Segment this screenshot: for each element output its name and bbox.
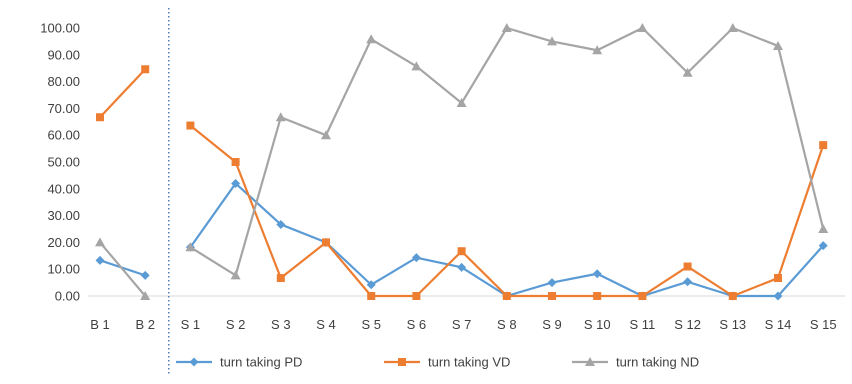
vd-point xyxy=(728,292,737,300)
x-tick-label: S 15 xyxy=(810,317,837,332)
nd-point xyxy=(637,23,648,32)
series-line-treatment xyxy=(189,124,825,298)
x-tick-label: S 1 xyxy=(181,317,201,332)
nd-point xyxy=(501,23,512,32)
legend-label: turn taking PD xyxy=(220,355,302,370)
x-tick-label: S 14 xyxy=(765,317,792,332)
legend-item-vd: turn taking VD xyxy=(384,355,510,370)
x-tick-label: S 7 xyxy=(452,317,472,332)
nd-point xyxy=(773,40,783,50)
vd-point xyxy=(548,292,556,300)
x-tick-label: S 4 xyxy=(316,317,336,332)
y-tick-label: 100.00 xyxy=(40,21,80,36)
nd-point xyxy=(547,36,557,46)
x-tick-label: S 2 xyxy=(226,317,246,332)
vd-point xyxy=(683,262,692,271)
vd-point xyxy=(367,292,376,300)
nd-point xyxy=(585,357,595,366)
series-line-baseline xyxy=(99,241,147,297)
nd-point xyxy=(366,34,377,44)
x-tick-label: S 12 xyxy=(674,317,701,332)
pd-point xyxy=(547,278,557,288)
y-axis: 0.00 10.00 20.00 30.00 40.00 50.00 60.00 70.00 8… xyxy=(40,21,80,304)
vd-point xyxy=(593,292,602,300)
x-tick-label: S 10 xyxy=(584,317,611,332)
y-tick-label: 20.00 xyxy=(47,235,80,250)
pd-point xyxy=(95,255,105,265)
pd-point xyxy=(773,291,783,301)
vd-point xyxy=(774,274,782,283)
vd-point xyxy=(186,121,195,130)
pd-point xyxy=(411,253,421,263)
y-tick-label: 80.00 xyxy=(47,74,80,89)
y-tick-label: 30.00 xyxy=(47,208,80,223)
nd-point xyxy=(682,67,693,77)
pd-point xyxy=(818,241,828,251)
vd-point xyxy=(398,358,406,366)
vd-point xyxy=(276,274,285,283)
pd-point xyxy=(366,280,376,290)
legend-item-pd: turn taking PD xyxy=(176,355,302,370)
pd-point xyxy=(457,262,467,272)
x-axis: B 1 B 2 S 1 S 2 S 3 S 4 S 5 S 6 S 7 S 8 S 9 S 10 S 1… xyxy=(88,295,846,332)
pd-point xyxy=(140,270,150,280)
y-tick-label: 60.00 xyxy=(47,128,80,143)
nd-point xyxy=(818,224,829,233)
y-tick-label: 70.00 xyxy=(47,101,80,116)
x-tick-label: S 13 xyxy=(719,317,746,332)
y-tick-label: 40.00 xyxy=(47,181,80,196)
x-tick-label: S 11 xyxy=(630,317,656,332)
x-tick-label: B 2 xyxy=(135,317,155,332)
series-line-treatment xyxy=(189,182,825,298)
legend-label: turn taking ND xyxy=(616,355,699,370)
vd-point xyxy=(322,238,330,247)
y-tick-label: 10.00 xyxy=(47,262,80,277)
nd-point xyxy=(456,98,467,108)
pd-point xyxy=(189,357,199,367)
legend-label: turn taking VD xyxy=(428,355,510,370)
vd-point xyxy=(231,158,240,166)
vd-point xyxy=(819,141,828,150)
nd-point xyxy=(411,61,422,71)
legend-item-nd: turn taking ND xyxy=(572,355,699,370)
vd-point xyxy=(96,113,104,122)
series-2 xyxy=(96,65,828,300)
series-line-baseline xyxy=(99,68,147,118)
nd-point xyxy=(185,242,196,252)
vd-point xyxy=(457,247,466,256)
vd-point xyxy=(638,292,647,300)
nd-point xyxy=(592,45,603,55)
x-tick-label: S 9 xyxy=(542,317,562,332)
series-3 xyxy=(95,23,829,300)
nd-point xyxy=(275,112,286,122)
pd-point xyxy=(231,178,241,188)
plot-area xyxy=(95,23,829,301)
pd-point xyxy=(683,277,693,287)
nd-point xyxy=(95,237,105,247)
x-tick-label: S 3 xyxy=(271,317,291,332)
y-tick-label: 90.00 xyxy=(47,47,80,62)
vd-point xyxy=(502,292,511,300)
y-tick-label: 0.00 xyxy=(55,289,80,304)
nd-point xyxy=(230,270,241,280)
pd-point xyxy=(592,269,602,279)
nd-point xyxy=(727,23,738,32)
series-1 xyxy=(95,178,828,301)
vd-point xyxy=(141,65,150,74)
x-tick-label: S 5 xyxy=(361,317,381,332)
pd-point xyxy=(276,219,286,229)
vd-point xyxy=(412,292,421,300)
x-tick-label: S 6 xyxy=(407,317,427,332)
series-line-treatment xyxy=(189,26,825,277)
y-tick-label: 50.00 xyxy=(47,155,80,170)
nd-point xyxy=(140,291,151,300)
x-tick-label: S 8 xyxy=(497,317,517,332)
legend: turn taking PD turn taking VD turn taking … xyxy=(176,355,699,370)
x-tick-label: B 1 xyxy=(90,317,110,332)
nd-point xyxy=(321,130,331,140)
